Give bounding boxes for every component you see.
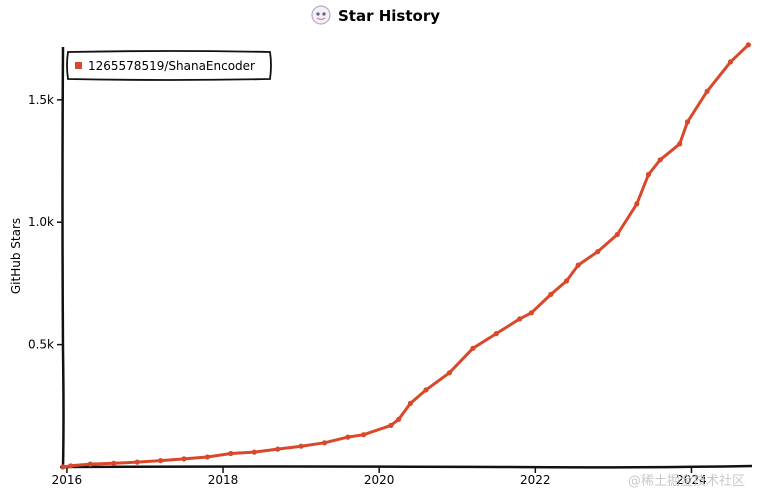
series-point [548,291,554,297]
series-point [321,440,328,446]
series-point [470,345,476,351]
series-point [517,316,523,322]
legend-box [66,50,272,81]
chart-title: Star History [338,7,440,25]
x-tick-label: 2022 [520,473,551,487]
series-point [677,141,683,147]
series-point [407,400,413,406]
series-point [563,278,570,284]
series-point [745,42,752,48]
x-tick-label: 2018 [208,473,239,487]
y-axis-ticks: 0.5k 1.0k 1.5k [28,93,63,352]
logo-icon [311,5,331,25]
watermark-text: @稀土掘金技术社区 [628,473,745,489]
series-point [345,434,351,440]
series-point [181,456,187,462]
series-point [111,460,117,466]
series-point [60,464,66,470]
x-axis-ticks: 2016 2018 2020 2022 2024 [52,467,707,487]
series-point [87,461,93,467]
y-axis-line [61,46,65,469]
series-point [388,422,394,428]
series-point [275,446,281,452]
series-point [684,119,691,125]
series-point [528,310,535,316]
series-point [493,331,499,337]
series-point [657,157,663,163]
series-point [595,249,601,255]
series-point [645,171,652,178]
series-point [727,59,734,65]
series-point [68,463,74,469]
series-line [61,43,750,469]
legend: 1265578519/ShanaEncoder [66,50,272,81]
legend-label: 1265578519/ShanaEncoder [88,59,255,73]
series-point [134,459,140,465]
series-point [204,454,210,460]
series-point [614,231,620,238]
series-point [158,458,164,464]
series-point [396,416,402,422]
series-point [423,387,429,393]
series-point [361,432,367,438]
y-tick-label: 0.5k [28,338,54,352]
series-point [575,262,581,268]
series-point [704,88,710,94]
series-point [298,443,304,449]
chart-title-group: Star History [311,5,440,25]
x-axis-line [59,464,753,469]
y-tick-label: 1.5k [28,93,54,107]
series-point [251,449,257,455]
y-tick-label: 1.0k [28,215,54,229]
legend-swatch [75,62,82,69]
series-point [228,450,234,457]
x-tick-label: 2024 [676,473,707,487]
y-axis-label: GitHub Stars [9,218,23,294]
x-tick-label: 2016 [52,473,83,487]
series-point [634,201,640,207]
x-tick-label: 2020 [364,473,395,487]
series-layer [60,42,752,470]
series-point [446,370,452,376]
